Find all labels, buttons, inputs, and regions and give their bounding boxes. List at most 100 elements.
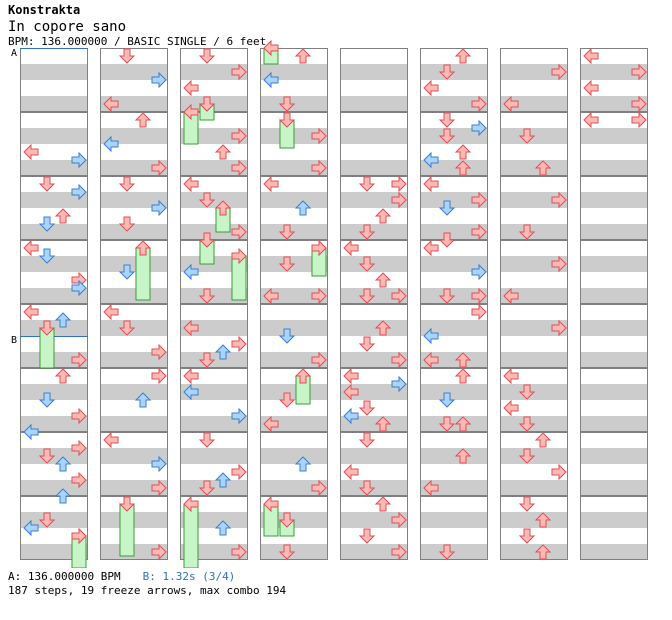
measure-box: [180, 304, 248, 368]
stripe: [100, 128, 168, 144]
step-arrow: [438, 416, 456, 432]
stripe: [20, 384, 88, 400]
step-arrow: [71, 471, 87, 489]
stripe: [100, 272, 168, 288]
measure-box: [500, 496, 568, 560]
step-arrow: [151, 367, 167, 385]
step-arrow: [134, 392, 152, 408]
step-arrow: [391, 543, 407, 561]
stripe: [580, 288, 648, 304]
stop-label: B: 1.32s (3/4): [142, 570, 236, 583]
measure-box: [500, 112, 568, 176]
stripe: [260, 352, 328, 368]
step-arrow: [343, 407, 359, 425]
stripe: [420, 176, 488, 192]
step-arrow: [198, 480, 216, 496]
stripe: [420, 80, 488, 96]
measure-box: [420, 368, 488, 432]
step-arrow: [423, 327, 439, 345]
step-arrow: [471, 287, 487, 305]
step-arrow: [183, 367, 199, 385]
measure-box: [340, 432, 408, 496]
stripe: [580, 128, 648, 144]
measure-box: [340, 48, 408, 112]
step-arrow: [471, 191, 487, 209]
stripe: [100, 400, 168, 416]
step-arrow: [231, 463, 247, 481]
step-arrow: [551, 319, 567, 337]
stripe: [420, 432, 488, 448]
stripe: [500, 48, 568, 64]
stripe: [180, 64, 248, 80]
stripe: [340, 128, 408, 144]
step-arrow: [278, 112, 296, 128]
stripe: [20, 368, 88, 384]
step-arrow: [311, 159, 327, 177]
step-arrow: [374, 416, 392, 432]
step-arrow: [551, 191, 567, 209]
stripe: [180, 336, 248, 352]
stripe: [20, 128, 88, 144]
step-arrow: [23, 519, 39, 537]
stripe: [100, 80, 168, 96]
stripe: [420, 224, 488, 240]
step-arrow: [374, 208, 392, 224]
stripe: [580, 448, 648, 464]
stripe: [580, 176, 648, 192]
step-arrow: [151, 479, 167, 497]
stripe: [500, 480, 568, 496]
step-arrow: [214, 144, 232, 160]
step-arrow: [231, 223, 247, 241]
step-arrow: [631, 95, 647, 113]
stripe: [500, 64, 568, 80]
step-arrow: [231, 407, 247, 425]
stripe: [420, 352, 488, 368]
step-arrow: [311, 127, 327, 145]
step-arrow: [294, 200, 312, 216]
measure-box: [340, 112, 408, 176]
stripe: [260, 480, 328, 496]
step-arrow: [198, 192, 216, 208]
stripe: [180, 368, 248, 384]
stripe: [20, 416, 88, 432]
stripe: [420, 304, 488, 320]
step-arrow: [71, 527, 87, 545]
step-arrow: [438, 200, 456, 216]
stripe: [180, 464, 248, 480]
step-arrow: [214, 344, 232, 360]
step-arrow: [278, 544, 296, 560]
step-arrow: [358, 336, 376, 352]
stripe: [180, 416, 248, 432]
stripe: [180, 304, 248, 320]
stripe: [580, 544, 648, 560]
stripe: [340, 272, 408, 288]
stripe: [340, 96, 408, 112]
step-arrow: [263, 71, 279, 89]
stripe: [20, 544, 88, 560]
stripe: [180, 272, 248, 288]
step-arrow: [518, 384, 536, 400]
stripe: [100, 288, 168, 304]
stripe: [260, 368, 328, 384]
stripe: [580, 512, 648, 528]
stripe: [180, 224, 248, 240]
step-arrow: [438, 232, 456, 248]
step-arrow: [631, 111, 647, 129]
measure-box: [100, 48, 168, 112]
stripe: [180, 320, 248, 336]
stripe: [580, 160, 648, 176]
stripe: [500, 512, 568, 528]
stripe: [340, 384, 408, 400]
stripe: [500, 112, 568, 128]
step-arrow: [438, 128, 456, 144]
stripe: [20, 48, 88, 64]
stripe: [580, 192, 648, 208]
step-chart: [20, 39, 648, 568]
measure-box: [580, 112, 648, 176]
step-arrow: [23, 423, 39, 441]
step-arrow: [423, 79, 439, 97]
step-arrow: [583, 111, 599, 129]
step-arrow: [358, 224, 376, 240]
measure-box: [580, 240, 648, 304]
stripe: [260, 400, 328, 416]
